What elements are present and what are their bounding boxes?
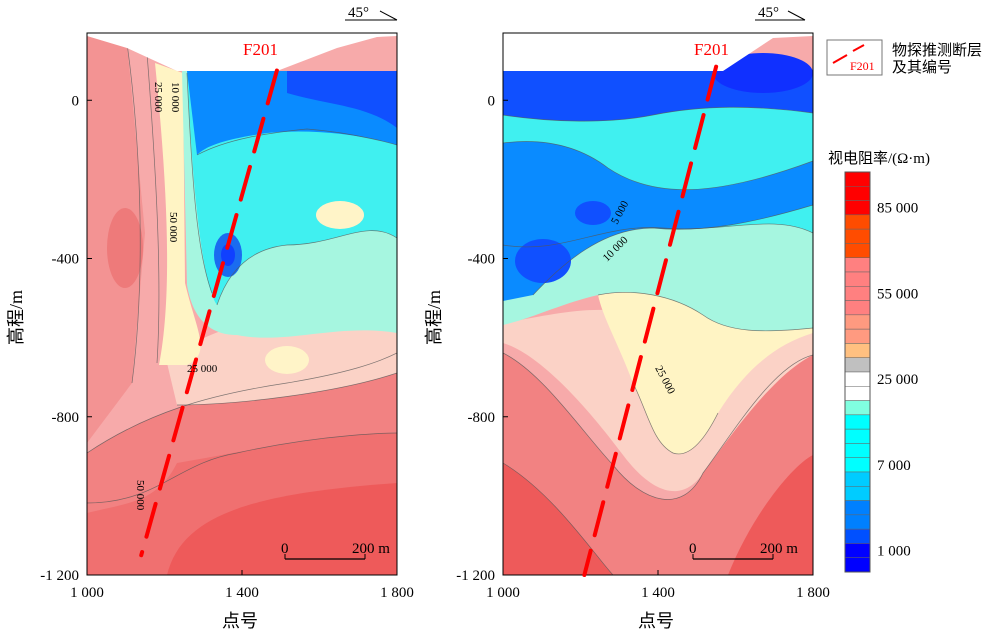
- colorbar-cell: [844, 457, 871, 473]
- colorbar-cell: [844, 386, 871, 401]
- x-tick-label: 1 400: [225, 585, 259, 601]
- x-tick-label: 1 000: [70, 585, 104, 601]
- left-contour-panel: [86, 32, 398, 576]
- y-axis-title-left: 高程/m: [6, 290, 26, 345]
- colorbar-cell: [844, 171, 871, 187]
- colorbar-cell: [844, 186, 871, 201]
- colorbar-frame: [844, 171, 871, 573]
- legend-fault-text-1: 物探推测断层: [892, 42, 982, 59]
- legend-fault-text-2: 及其编号: [892, 59, 952, 76]
- fault-label-left: F201: [243, 40, 278, 59]
- colorbar-cell: [844, 443, 871, 458]
- colorbar: 85 000 55 000 25 000 7 000 1 000: [844, 171, 918, 573]
- colorbar-cell: [844, 514, 871, 530]
- colorbar-cell: [844, 343, 871, 358]
- left-resistivity-field: [87, 33, 397, 575]
- colorbar-cell: [844, 471, 871, 487]
- colorbar-cell: [844, 314, 871, 330]
- colorbar-cell: [844, 486, 871, 501]
- colorbar-tick-label: 85 000: [877, 201, 918, 217]
- orientation-marker-left: 45°: [345, 5, 398, 21]
- colorbar-cell: [844, 214, 871, 230]
- y-tick-label: 0: [72, 93, 80, 109]
- colorbar-cell: [844, 414, 871, 430]
- colorbar-cell: [844, 286, 871, 301]
- colorbar-cell: [844, 271, 871, 287]
- y-tick-label: -800: [52, 410, 80, 426]
- contour-label: 50 000: [167, 212, 179, 243]
- colorbar-cell: [844, 200, 871, 216]
- orientation-marker-right: 45°: [755, 5, 806, 21]
- colorbar-cell: [844, 400, 871, 416]
- x-tick-label: 1 800: [380, 585, 414, 601]
- x-tick-label: 1 800: [796, 585, 830, 601]
- colorbar-tick-label: 1 000: [877, 544, 911, 560]
- y-tick-label: -400: [52, 252, 80, 268]
- colorbar-cell: [844, 228, 871, 244]
- fault-label-right: F201: [694, 40, 729, 59]
- colorbar-cell: [844, 528, 871, 544]
- y-axis-title-right: 高程/m: [424, 290, 444, 345]
- scale-start: 0: [689, 541, 697, 557]
- colorbar-cell: [844, 257, 871, 273]
- colorbar-cell: [844, 371, 871, 387]
- colorbar-cell: [844, 243, 871, 258]
- colorbar-cell: [844, 328, 871, 344]
- contour-label: 25 000: [187, 363, 218, 375]
- scale-end: 200 m: [352, 541, 390, 557]
- colorbar-cell: [844, 300, 871, 316]
- scale-bar-right: 0 200 m: [689, 541, 798, 560]
- colorbar-title: 视电阻率/(Ω·m): [828, 150, 930, 167]
- colorbar-cell: [844, 557, 871, 573]
- colorbar-tick-label: 55 000: [877, 286, 918, 302]
- colorbar-tick-label: 7 000: [877, 458, 911, 474]
- y-tick-label: -1 200: [456, 568, 495, 584]
- colorbar-cell: [844, 543, 871, 558]
- colorbar-tick-label: 25 000: [877, 372, 918, 388]
- legend-fault-sample: F201: [850, 59, 875, 73]
- fault-legend: F201 物探推测断层 及其编号: [826, 39, 982, 76]
- y-tick-label: -800: [468, 410, 496, 426]
- colorbar-cell: [844, 500, 871, 516]
- right-resistivity-field: [503, 33, 813, 575]
- fault-line-left: [139, 68, 279, 558]
- orientation-label: 45°: [758, 5, 779, 21]
- scale-bar-left: 0 200 m: [281, 541, 390, 560]
- y-tick-label: 0: [488, 93, 496, 109]
- colorbar-cell: [844, 357, 871, 373]
- fault-line-right: [582, 64, 719, 577]
- x-tick-label: 1 400: [641, 585, 675, 601]
- x-tick-label: 1 000: [486, 585, 520, 601]
- contour-label: 25 000: [152, 82, 164, 113]
- colorbar-cell: [844, 428, 871, 444]
- x-axis-title-left: 点号: [222, 611, 258, 631]
- y-tick-label: -1 200: [40, 568, 79, 584]
- contour-label: 10 000: [169, 82, 181, 113]
- x-axis-title-right: 点号: [638, 611, 674, 631]
- orientation-label: 45°: [348, 5, 369, 21]
- contour-label: 50 000: [134, 480, 146, 511]
- y-tick-label: -400: [468, 252, 496, 268]
- scale-end: 200 m: [760, 541, 798, 557]
- scale-start: 0: [281, 541, 289, 557]
- right-contour-panel: [502, 32, 814, 576]
